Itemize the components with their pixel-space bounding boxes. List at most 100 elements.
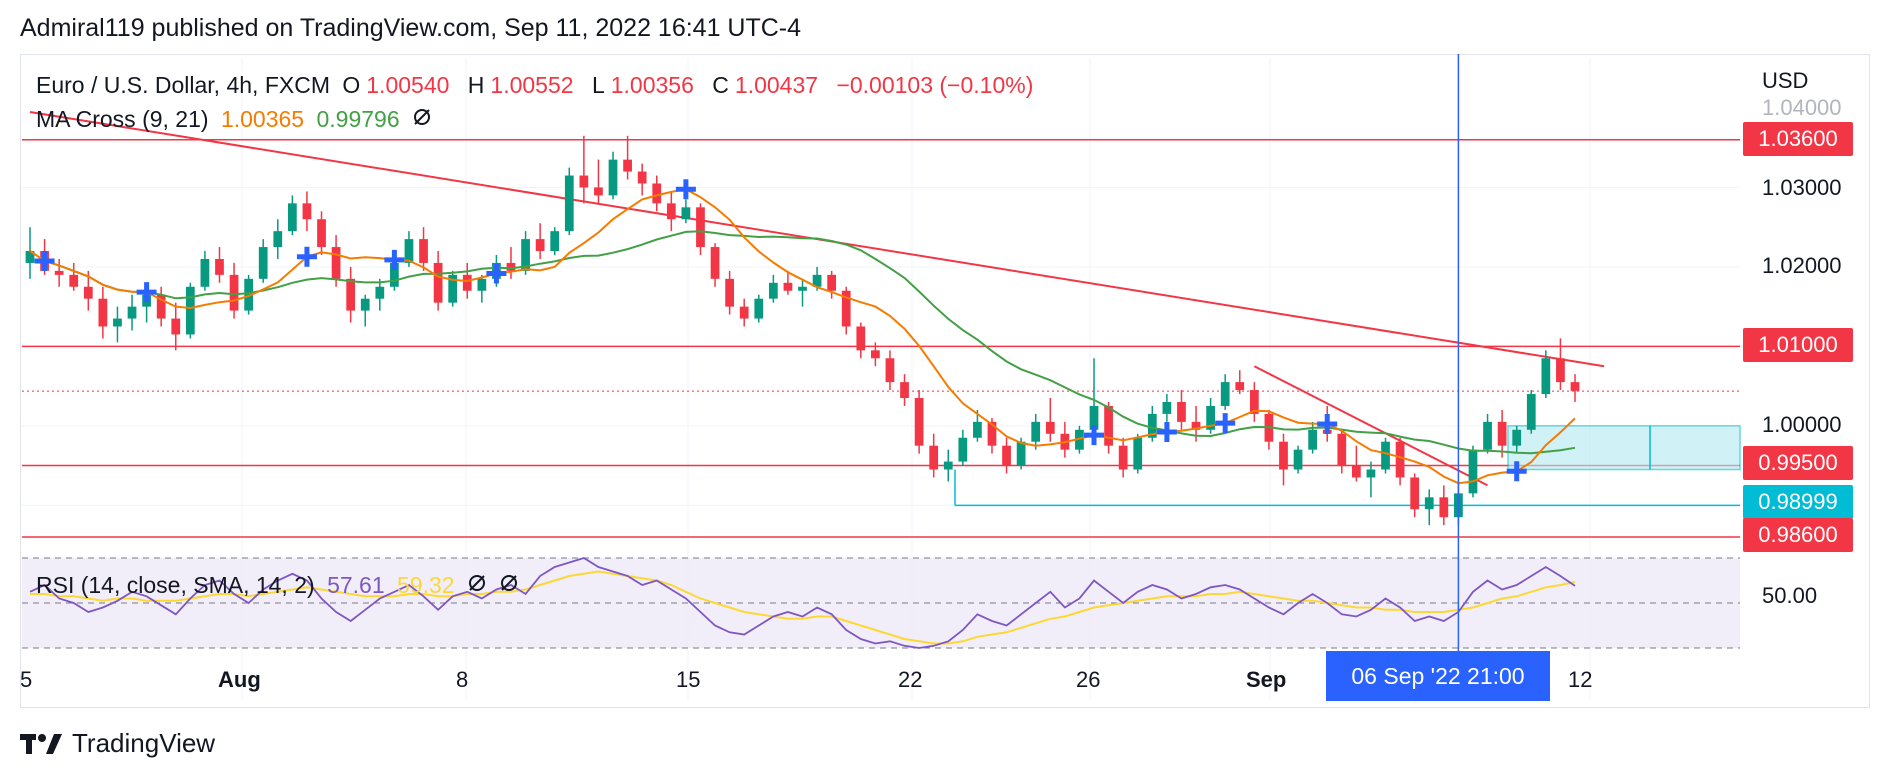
candle-body — [1075, 429, 1084, 450]
visibility-off-icon[interactable] — [412, 106, 432, 132]
price-tick: 1.00000 — [1762, 412, 1842, 437]
close-value: 1.00437 — [734, 72, 819, 98]
chart-frame[interactable] — [20, 54, 1870, 708]
ma-cross-signal — [384, 249, 405, 270]
ma-cross-signal — [486, 263, 507, 284]
rsi-lines — [29, 557, 1576, 649]
brand-name[interactable]: TradingView — [72, 728, 216, 758]
level-label-098600[interactable]: 0.98600 — [1743, 518, 1853, 552]
candle-body — [1206, 405, 1215, 430]
level-label-099500[interactable]: 0.99500 — [1743, 446, 1853, 480]
candle-body — [1570, 382, 1580, 391]
candle-body — [725, 278, 734, 307]
candle-body — [1235, 382, 1245, 391]
candle-body — [827, 274, 837, 291]
ma-cross-signal — [296, 246, 317, 267]
level-label-098999[interactable]: 0.98999 — [1743, 485, 1853, 519]
candle-body — [1468, 449, 1478, 494]
high-value: 1.00552 — [490, 72, 574, 98]
rsi-sma-value: 59.32 — [397, 572, 455, 598]
publish-header: Admiral119 published on TradingView.com,… — [20, 14, 802, 42]
candle-body — [783, 282, 793, 291]
rsi-value: 57.61 — [327, 572, 385, 598]
candle-body — [623, 159, 632, 172]
candle-body — [346, 278, 356, 311]
level-label-101000[interactable]: 1.01000 — [1743, 328, 1853, 362]
candle-body — [244, 278, 254, 311]
support-resistance-lines — [22, 139, 1740, 538]
candle-body — [1191, 421, 1201, 430]
drawing-boxes — [954, 425, 1741, 507]
candle-body — [1497, 421, 1507, 446]
candle-body — [302, 203, 312, 220]
candle-body — [1526, 394, 1536, 430]
candle-body — [1031, 421, 1041, 442]
candle-body — [1395, 441, 1405, 478]
ma-cross-signal — [1084, 425, 1105, 446]
tradingview-logo-icon[interactable] — [20, 732, 62, 756]
ma-cross-signal — [136, 282, 157, 303]
candle-body — [958, 437, 968, 462]
candle-body — [258, 247, 268, 279]
ma-legend[interactable]: MA Cross (9, 21) 1.00365 0.99796 — [36, 106, 438, 133]
candle-body — [1308, 429, 1318, 450]
ma-cross-signal — [1156, 421, 1177, 442]
rsi-title: RSI (14, close, SMA, 14, 2) — [36, 572, 315, 598]
candle-body — [871, 350, 880, 359]
candle-body — [579, 175, 589, 188]
candle-body — [1351, 465, 1361, 478]
rsi-line — [29, 557, 1576, 649]
candle-body — [200, 258, 210, 287]
candle-body — [229, 274, 239, 311]
candle-body — [477, 278, 487, 291]
candle-body — [768, 282, 778, 299]
candle-body — [885, 358, 895, 383]
target-zone-box — [1507, 425, 1741, 471]
candle-body — [1410, 477, 1420, 510]
candle-body — [273, 231, 283, 248]
rsi-legend[interactable]: RSI (14, close, SMA, 14, 2) 57.61 59.32 — [36, 572, 525, 599]
time-label: 26 — [1076, 667, 1101, 692]
candle-body — [521, 239, 530, 271]
open-value: 1.00540 — [366, 72, 450, 98]
visibility-off-icon[interactable] — [467, 572, 493, 598]
candle-body — [739, 306, 749, 319]
candle-body — [710, 247, 720, 279]
candle-body — [1177, 401, 1186, 422]
time-label: 8 — [456, 667, 469, 692]
ma-cross-signal — [675, 179, 696, 200]
candle-body — [390, 262, 399, 287]
candle-body — [1089, 405, 1099, 430]
candle-body — [448, 274, 458, 303]
candle-body — [594, 187, 603, 196]
candle-body — [1424, 497, 1434, 510]
symbol-title: Euro / U.S. Dollar, 4h, FXCM — [36, 72, 330, 98]
currency-label: USD — [1762, 68, 1809, 93]
visibility-off-icon[interactable] — [499, 572, 519, 598]
price-tick: 1.03000 — [1762, 175, 1842, 200]
time-label: 22 — [898, 667, 923, 692]
candle-body — [1541, 358, 1551, 395]
candle-body — [973, 421, 982, 438]
ma-slow-line — [29, 230, 1576, 455]
ma-slow-value: 0.99796 — [316, 106, 400, 132]
candle-body — [812, 274, 822, 287]
candle-body — [608, 159, 618, 196]
candle-body — [419, 239, 428, 263]
ma-cross-signal — [1317, 414, 1338, 435]
trendline — [1253, 365, 1489, 487]
candle-body — [929, 445, 939, 470]
low-value: 1.00356 — [610, 72, 694, 98]
footer[interactable]: TradingView — [20, 728, 215, 759]
candle-body — [1381, 441, 1390, 470]
candle-body — [696, 207, 705, 248]
candle-body — [1439, 497, 1449, 518]
candle-body — [215, 258, 224, 275]
candle-body — [1016, 441, 1026, 466]
candle-body — [360, 298, 370, 311]
candle-body — [1556, 358, 1565, 383]
ma-cross-signal — [1506, 461, 1527, 482]
level-label-103600[interactable]: 1.03600 — [1743, 122, 1853, 156]
